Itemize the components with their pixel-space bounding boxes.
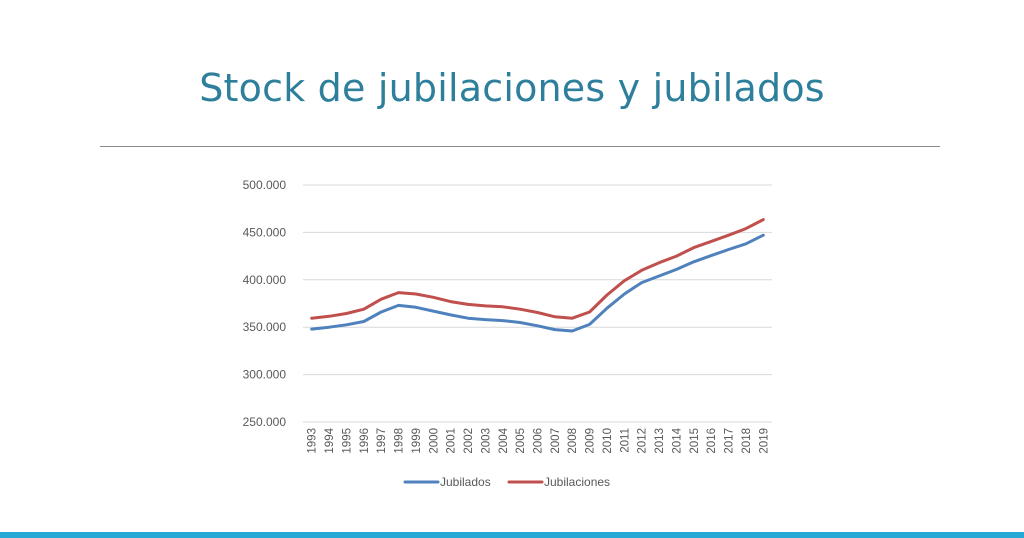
x-tick-label: 2017 [724,428,736,454]
x-tick-label: 2016 [706,428,718,454]
x-tick-label: 2010 [602,428,614,454]
x-tick-label: 2019 [758,428,770,454]
x-tick-label: 2007 [550,428,562,454]
x-tick-label: 1996 [359,428,371,454]
x-tick-label: 1999 [411,428,423,454]
x-tick-label: 2004 [498,427,510,453]
x-tick-label: 2008 [567,428,579,454]
x-tick-label: 2002 [463,428,475,454]
series-lines [310,218,765,333]
x-tick-label: 1995 [341,428,353,454]
x-tick-label: 2012 [637,428,649,454]
y-tick-label: 300.000 [243,368,287,382]
x-tick-label: 2006 [533,428,545,454]
x-tick-label: 1994 [324,427,336,453]
slide-title: Stock de jubilaciones y jubilados [199,66,825,110]
x-tick-label: 2013 [654,428,666,454]
x-tick-label: 1993 [307,428,319,454]
x-tick-label: 1997 [376,428,388,454]
y-tick-label: 400.000 [243,273,287,287]
legend-label: Jubilados [440,475,491,489]
x-tick-label: 2011 [619,428,631,453]
x-tick-label: 2018 [741,428,753,454]
y-tick-label: 250.000 [243,415,287,429]
y-tick-label: 350.000 [243,320,287,334]
x-tick-label: 1998 [394,428,406,454]
y-tick-label: 500.000 [243,178,287,192]
series-line-jubilaciones [310,218,765,320]
accent-bottom-bar [0,532,1024,538]
x-axis-ticks: 1993 1994 1995 1996 1997 1998 1999 2000 2001 2002… [307,427,771,453]
x-tick-label: 2003 [480,428,492,454]
legend: Jubilados Jubilaciones [403,475,610,489]
series-line-jubilados [310,233,765,333]
legend-label: Jubilaciones [544,475,610,489]
x-tick-label: 2005 [515,428,527,454]
x-tick-label: 2000 [428,428,440,454]
x-tick-label: 2015 [689,428,701,454]
y-axis-ticks: 250.000 300.000 350.000 400.000 450.000 500.0… [243,178,287,429]
y-tick-label: 450.000 [243,225,287,239]
title-divider [100,146,940,147]
x-tick-label: 2014 [671,427,683,453]
gridlines [303,184,772,423]
x-tick-label: 2001 [446,428,458,454]
x-tick-label: 2009 [585,428,597,454]
